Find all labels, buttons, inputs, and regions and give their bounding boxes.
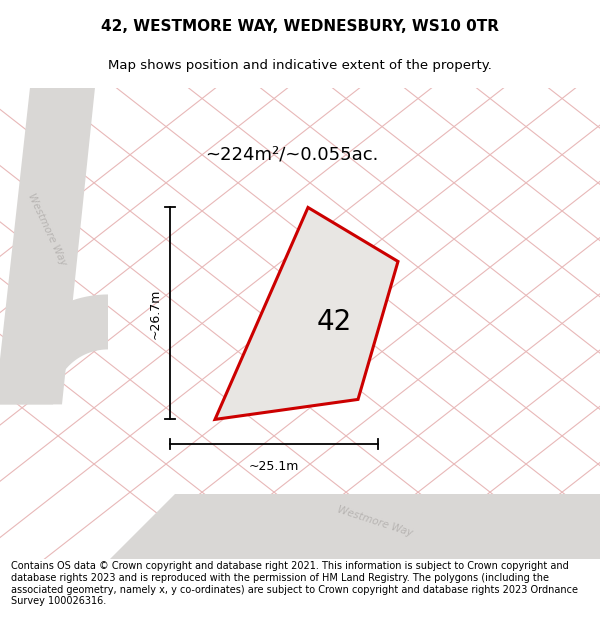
Text: Contains OS data © Crown copyright and database right 2021. This information is : Contains OS data © Crown copyright and d… (11, 561, 578, 606)
Text: ~224m²/~0.055ac.: ~224m²/~0.055ac. (205, 146, 379, 164)
Text: Westmore Way: Westmore Way (336, 504, 414, 538)
Text: 42, WESTMORE WAY, WEDNESBURY, WS10 0TR: 42, WESTMORE WAY, WEDNESBURY, WS10 0TR (101, 19, 499, 34)
Text: Map shows position and indicative extent of the property.: Map shows position and indicative extent… (108, 59, 492, 72)
Polygon shape (0, 88, 95, 404)
Text: 42: 42 (317, 308, 352, 336)
Text: ~26.7m: ~26.7m (149, 288, 162, 339)
Text: Westmore Way: Westmore Way (26, 192, 68, 268)
Polygon shape (110, 494, 600, 559)
Polygon shape (0, 294, 108, 404)
Text: ~25.1m: ~25.1m (249, 461, 299, 473)
Polygon shape (215, 208, 398, 419)
